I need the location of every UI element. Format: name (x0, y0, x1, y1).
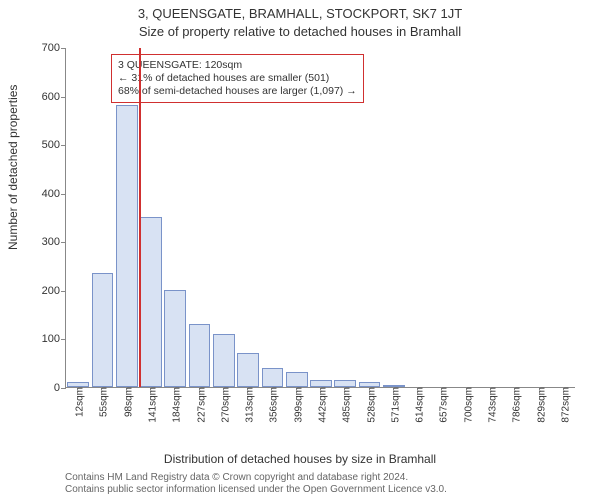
annotation-box: 3 QUEENSGATE: 120sqm ← 31% of detached h… (111, 54, 364, 103)
y-tick-mark (61, 194, 66, 195)
x-tick-label: 743sqm (484, 387, 499, 423)
histogram-bar (262, 368, 284, 387)
histogram-bar (116, 105, 138, 387)
y-tick-mark (61, 339, 66, 340)
x-tick-label: 356sqm (265, 387, 280, 423)
x-tick-label: 12sqm (71, 387, 86, 417)
y-axis-label: Number of detached properties (6, 85, 20, 250)
y-tick-mark (61, 48, 66, 49)
x-tick-label: 614sqm (411, 387, 426, 423)
footer-attribution: Contains HM Land Registry data © Crown c… (65, 472, 447, 496)
x-tick-label: 700sqm (459, 387, 474, 423)
annotation-line2: ← 31% of detached houses are smaller (50… (118, 72, 357, 85)
x-tick-label: 184sqm (168, 387, 183, 423)
x-tick-label: 872sqm (556, 387, 571, 423)
page-subtitle: Size of property relative to detached ho… (0, 24, 600, 39)
histogram-bar (310, 380, 332, 387)
x-tick-label: 399sqm (289, 387, 304, 423)
histogram-bar (92, 273, 114, 387)
histogram-bar (164, 290, 186, 387)
footer-line2: Contains public sector information licen… (65, 484, 447, 496)
footer-line1: Contains HM Land Registry data © Crown c… (65, 472, 447, 484)
x-tick-label: 571sqm (386, 387, 401, 423)
annotation-line1: 3 QUEENSGATE: 120sqm (118, 59, 357, 72)
histogram-bar (286, 372, 308, 387)
x-tick-label: 528sqm (362, 387, 377, 423)
histogram-bar (189, 324, 211, 387)
x-tick-label: 485sqm (338, 387, 353, 423)
y-tick-mark (61, 97, 66, 98)
y-tick-mark (61, 291, 66, 292)
histogram-bar (140, 217, 162, 387)
histogram-bar (237, 353, 259, 387)
x-tick-label: 227sqm (192, 387, 207, 423)
x-tick-label: 442sqm (314, 387, 329, 423)
x-tick-label: 786sqm (508, 387, 523, 423)
x-tick-label: 313sqm (241, 387, 256, 423)
y-tick-mark (61, 145, 66, 146)
x-tick-label: 829sqm (532, 387, 547, 423)
x-axis-label: Distribution of detached houses by size … (0, 452, 600, 466)
property-marker-line (139, 48, 141, 387)
x-tick-label: 141sqm (144, 387, 159, 423)
x-tick-label: 55sqm (95, 387, 110, 417)
histogram-plot: 3 QUEENSGATE: 120sqm ← 31% of detached h… (65, 48, 575, 388)
y-tick-mark (61, 388, 66, 389)
x-tick-label: 270sqm (216, 387, 231, 423)
y-tick-mark (61, 242, 66, 243)
annotation-line3: 68% of semi-detached houses are larger (… (118, 85, 357, 98)
x-tick-label: 98sqm (119, 387, 134, 417)
histogram-bar (334, 380, 356, 387)
histogram-bar (213, 334, 235, 387)
x-tick-label: 657sqm (435, 387, 450, 423)
page-title: 3, QUEENSGATE, BRAMHALL, STOCKPORT, SK7 … (0, 6, 600, 21)
